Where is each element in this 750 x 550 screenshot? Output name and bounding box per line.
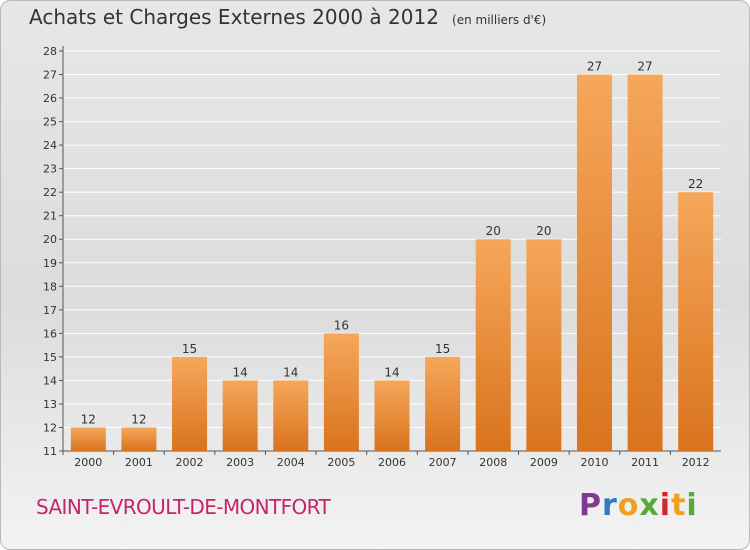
y-tick-label: 11 [43, 445, 57, 458]
bar-2010 [576, 74, 612, 451]
x-tick-label: 2007 [429, 456, 457, 469]
y-tick-label: 13 [43, 398, 57, 411]
logo-letter: i [686, 488, 698, 523]
x-tick-label: 2005 [327, 456, 355, 469]
y-tick-label: 20 [43, 233, 57, 246]
y-tick-label: 19 [43, 257, 57, 270]
x-tick-label: 2006 [378, 456, 406, 469]
x-tick-label: 2004 [277, 456, 305, 469]
logo-letter: i [659, 488, 672, 523]
x-tick-label: 2002 [176, 456, 204, 469]
y-tick-label: 16 [43, 327, 57, 340]
logo-letter: o [617, 488, 640, 523]
bar-value-label: 20 [486, 224, 501, 238]
y-tick-label: 22 [43, 186, 57, 199]
bar-2001 [121, 427, 157, 451]
bar-2008 [475, 239, 511, 451]
logo-letter: t [671, 488, 687, 523]
bar-value-label: 12 [131, 412, 146, 426]
bar-2007 [425, 356, 461, 451]
x-tick-label: 2000 [74, 456, 102, 469]
bar-value-label: 15 [435, 342, 450, 356]
city-name: SAINT-EVROULT-DE-MONTFORT [36, 495, 331, 519]
x-tick-label: 2008 [479, 456, 507, 469]
bar-value-label: 22 [688, 177, 703, 191]
y-tick-label: 28 [43, 45, 57, 58]
y-tick-label: 27 [43, 69, 57, 82]
bar-2009 [526, 239, 562, 451]
chart-title: Achats et Charges Externes 2000 à 2012 [29, 5, 439, 29]
bar-value-label: 20 [536, 224, 551, 238]
x-tick-label: 2009 [530, 456, 558, 469]
bar-value-label: 12 [81, 412, 96, 426]
chart-title-group: Achats et Charges Externes 2000 à 2012 (… [29, 5, 546, 29]
y-tick-label: 24 [43, 139, 57, 152]
bar-2006 [374, 380, 410, 451]
bar-value-label: 14 [384, 365, 399, 379]
bar-2002 [172, 356, 208, 451]
y-tick-label: 14 [43, 374, 57, 387]
bar-2004 [273, 380, 309, 451]
bar-value-label: 14 [233, 365, 248, 379]
bar-value-label: 27 [587, 60, 602, 74]
y-tick-label: 21 [43, 210, 57, 223]
bar-2003 [222, 380, 258, 451]
proxiti-logo: Proxiti [579, 488, 698, 523]
y-tick-label: 18 [43, 280, 57, 293]
bar-2000 [70, 427, 106, 451]
y-tick-label: 12 [43, 421, 57, 434]
bar-2011 [627, 74, 663, 451]
x-tick-label: 2012 [682, 456, 710, 469]
x-tick-label: 2010 [580, 456, 608, 469]
y-tick-label: 26 [43, 92, 57, 105]
y-tick-label: 17 [43, 304, 57, 317]
x-tick-label: 2001 [125, 456, 153, 469]
logo-letter: P [579, 488, 602, 523]
bar-2005 [323, 333, 359, 451]
y-tick-label: 25 [43, 116, 57, 129]
logo-letter: r [602, 488, 618, 523]
x-tick-label: 2003 [226, 456, 254, 469]
bar-value-label: 14 [283, 365, 298, 379]
logo-letter: x [639, 488, 660, 523]
chart-unit: (en milliers d'€) [452, 13, 547, 27]
x-tick-label: 2011 [631, 456, 659, 469]
bar-2012 [678, 192, 714, 452]
y-tick-label: 23 [43, 163, 57, 176]
bar-value-label: 15 [182, 342, 197, 356]
bar-value-label: 16 [334, 318, 349, 332]
bar-value-label: 27 [637, 60, 652, 74]
y-tick-label: 15 [43, 351, 57, 364]
